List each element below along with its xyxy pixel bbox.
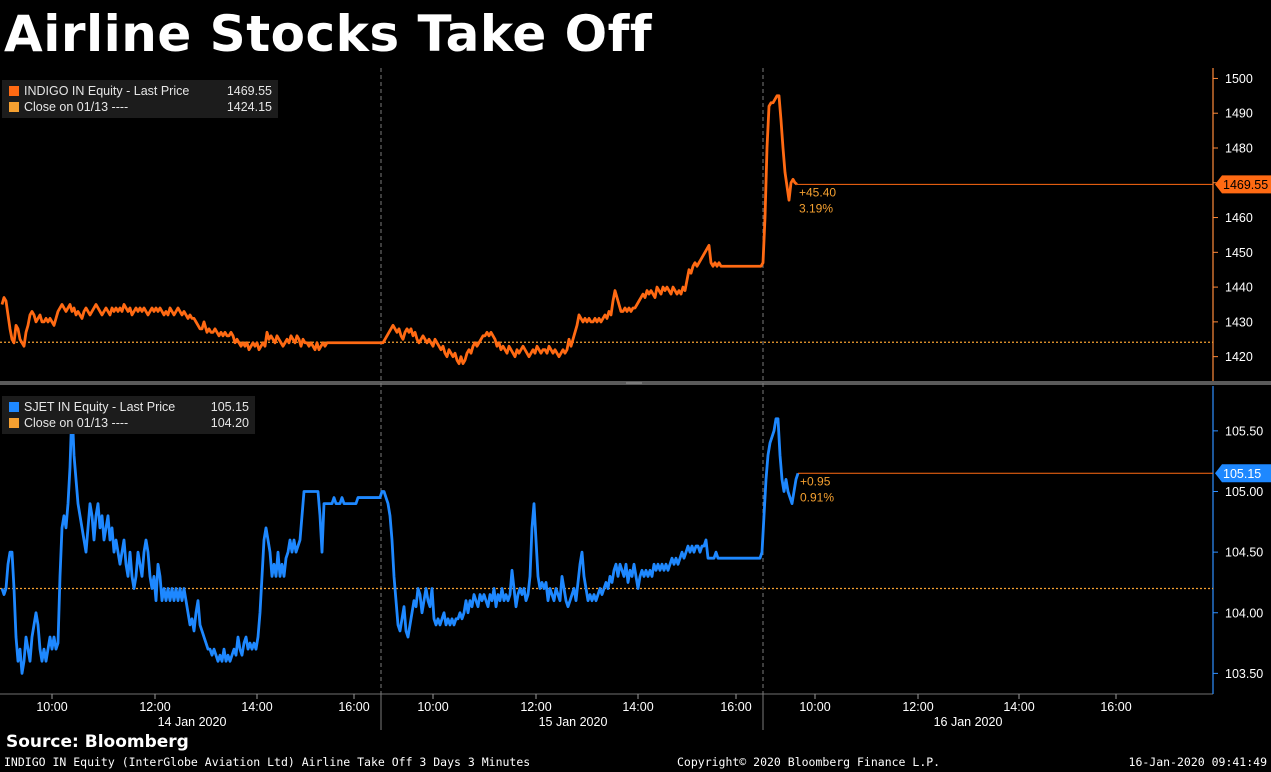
legend-indigo-value: 1469.55 bbox=[226, 84, 272, 98]
y-tick-label: 1480 bbox=[1225, 141, 1253, 155]
x-tick-label: 12:00 bbox=[139, 700, 170, 714]
swatch-sjet bbox=[9, 402, 19, 412]
x-tick-label: 14:00 bbox=[241, 700, 272, 714]
legend-indigo: INDIGO IN Equity - Last Price 1469.55 Cl… bbox=[2, 80, 278, 118]
x-tick-label: 12:00 bbox=[902, 700, 933, 714]
last-price-tag-label: 105.15 bbox=[1223, 467, 1261, 481]
x-tick-label: 16:00 bbox=[338, 700, 369, 714]
x-tick-label: 10:00 bbox=[799, 700, 830, 714]
footer-copyright: Copyright© 2020 Bloomberg Finance L.P. bbox=[677, 755, 941, 769]
y-tick-label: 104.00 bbox=[1225, 606, 1263, 620]
y-tick-label: 1490 bbox=[1225, 107, 1253, 121]
x-day-label: 14 Jan 2020 bbox=[158, 715, 227, 729]
x-tick-label: 10:00 bbox=[36, 700, 67, 714]
legend-close-value: 1424.15 bbox=[226, 100, 272, 114]
x-tick-label: 16:00 bbox=[1100, 700, 1131, 714]
y-tick-label: 1500 bbox=[1225, 72, 1253, 86]
legend-sjet-label: SJET IN Equity - Last Price bbox=[24, 400, 176, 414]
y-tick-label: 1460 bbox=[1225, 211, 1253, 225]
x-tick-label: 14:00 bbox=[622, 700, 653, 714]
last-price-tag bbox=[1215, 175, 1271, 194]
y-tick-label: 104.50 bbox=[1225, 546, 1263, 560]
change-percent: 3.19% bbox=[799, 201, 833, 215]
y-tick-label: 103.50 bbox=[1225, 667, 1263, 681]
y-tick-label: 105.50 bbox=[1225, 424, 1263, 438]
legend-close-label: Close on 01/13 ---- bbox=[24, 416, 129, 430]
legend-indigo-label: INDIGO IN Equity - Last Price bbox=[24, 84, 190, 98]
footer-timestamp: 16-Jan-2020 09:41:49 bbox=[1128, 755, 1267, 769]
footer-description: INDIGO IN Equity (InterGlobe Aviation Lt… bbox=[4, 755, 531, 769]
change-percent: 0.91% bbox=[800, 490, 834, 504]
swatch-indigo bbox=[9, 86, 19, 96]
y-tick-label: 1420 bbox=[1225, 350, 1253, 364]
source-note: Source: Bloomberg bbox=[6, 732, 189, 752]
swatch-close bbox=[9, 418, 19, 428]
legend-sjet: SJET IN Equity - Last Price 105.15 Close… bbox=[2, 396, 255, 434]
y-tick-label: 1450 bbox=[1225, 246, 1253, 260]
change-value: +45.40 bbox=[799, 185, 836, 199]
x-tick-label: 16:00 bbox=[720, 700, 751, 714]
series-line-sjet bbox=[0, 405, 800, 675]
x-day-label: 16 Jan 2020 bbox=[934, 715, 1003, 729]
series-line-indigo bbox=[0, 94, 798, 366]
page-title: Airline Stocks Take Off bbox=[4, 5, 653, 63]
y-tick-label: 1440 bbox=[1225, 281, 1253, 295]
y-tick-label: 1430 bbox=[1225, 315, 1253, 329]
x-tick-label: 10:00 bbox=[417, 700, 448, 714]
legend-sjet-value: 105.15 bbox=[210, 400, 249, 414]
x-tick-label: 14:00 bbox=[1003, 700, 1034, 714]
y-tick-label: 105.00 bbox=[1225, 485, 1263, 499]
x-day-label: 15 Jan 2020 bbox=[539, 715, 608, 729]
x-tick-label: 12:00 bbox=[520, 700, 551, 714]
change-value: +0.95 bbox=[800, 474, 831, 488]
legend-close-label: Close on 01/13 ---- bbox=[24, 100, 129, 114]
legend-close-value: 104.20 bbox=[210, 416, 249, 430]
swatch-close bbox=[9, 102, 19, 112]
last-price-tag-label: 1469.55 bbox=[1223, 178, 1268, 192]
last-price-tag bbox=[1215, 464, 1271, 483]
